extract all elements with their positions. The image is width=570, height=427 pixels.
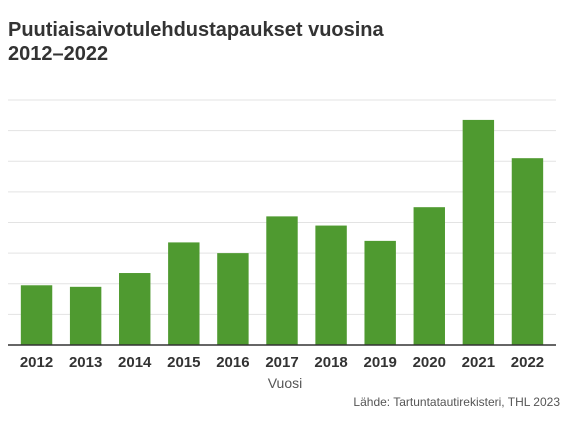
bar-2013 [69,286,102,345]
bar-2022 [511,158,544,345]
bar-2016 [217,253,249,345]
x-axis-label: Vuosi [267,375,303,391]
x-tick-label-2017: 2017 [265,354,298,371]
bar-2012 [20,285,53,345]
bar-2021 [462,119,495,345]
chart-title: Puutiaisaivotulehdustapaukset vuosina 20… [8,18,548,66]
x-tick-label-2013: 2013 [69,354,102,371]
x-tick-label-2015: 2015 [167,354,200,371]
x-tick-label-2019: 2019 [363,354,396,371]
x-tick-label-2022: 2022 [511,354,544,371]
source-note: Lähde: Tartuntatautirekisteri, THL 2023 [353,395,560,409]
bar-2014 [119,273,151,345]
x-tick-label-2018: 2018 [314,354,347,371]
bar-2017 [266,216,298,345]
bar-2018 [315,225,347,345]
bar-2015 [168,242,200,345]
x-tick-label-2012: 2012 [20,354,53,371]
x-tick-label-2016: 2016 [216,354,249,371]
chart-title-line1: Puutiaisaivotulehdustapaukset vuosina [8,19,384,41]
bar-2020 [413,207,445,345]
chart-title-line2: 2012–2022 [8,43,109,65]
x-tick-label-2021: 2021 [462,354,495,371]
x-tick-label-2020: 2020 [413,354,446,371]
bar-2019 [364,240,396,345]
x-tick-label-2014: 2014 [118,354,152,371]
